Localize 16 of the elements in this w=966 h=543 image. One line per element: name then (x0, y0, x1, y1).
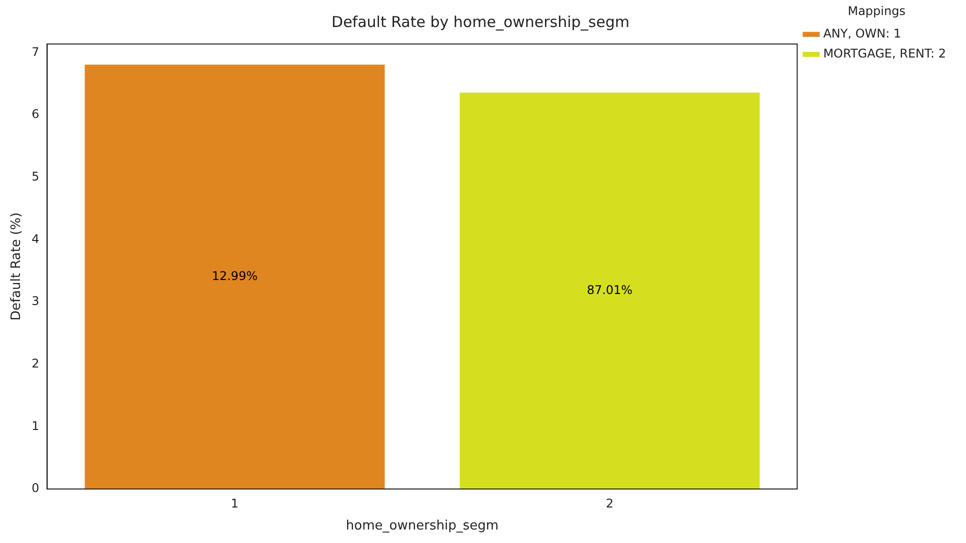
y-tick-label: 1 (32, 418, 40, 433)
legend-label: MORTGAGE, RENT: 2 (823, 46, 946, 61)
y-tick-label: 5 (32, 170, 40, 184)
legend-label: ANY, OWN: 1 (823, 26, 902, 41)
y-tick-label: 3 (32, 294, 40, 308)
y-tick-label: 2 (32, 356, 40, 370)
y-tick-label: 6 (32, 107, 40, 122)
x-axis-title: home_ownership_segm (346, 518, 499, 534)
y-tick-label: 0 (32, 481, 40, 496)
y-tick-label: 7 (32, 44, 40, 59)
chart-title: Default Rate by home_ownership_segm (332, 12, 630, 31)
annotation: 12.99% (212, 268, 258, 283)
y-axis-title: Default Rate (%) (9, 212, 24, 321)
legend-title: Mappings (848, 4, 906, 18)
y-tick-label: 4 (32, 232, 40, 246)
annotation: 87.01% (586, 282, 633, 297)
